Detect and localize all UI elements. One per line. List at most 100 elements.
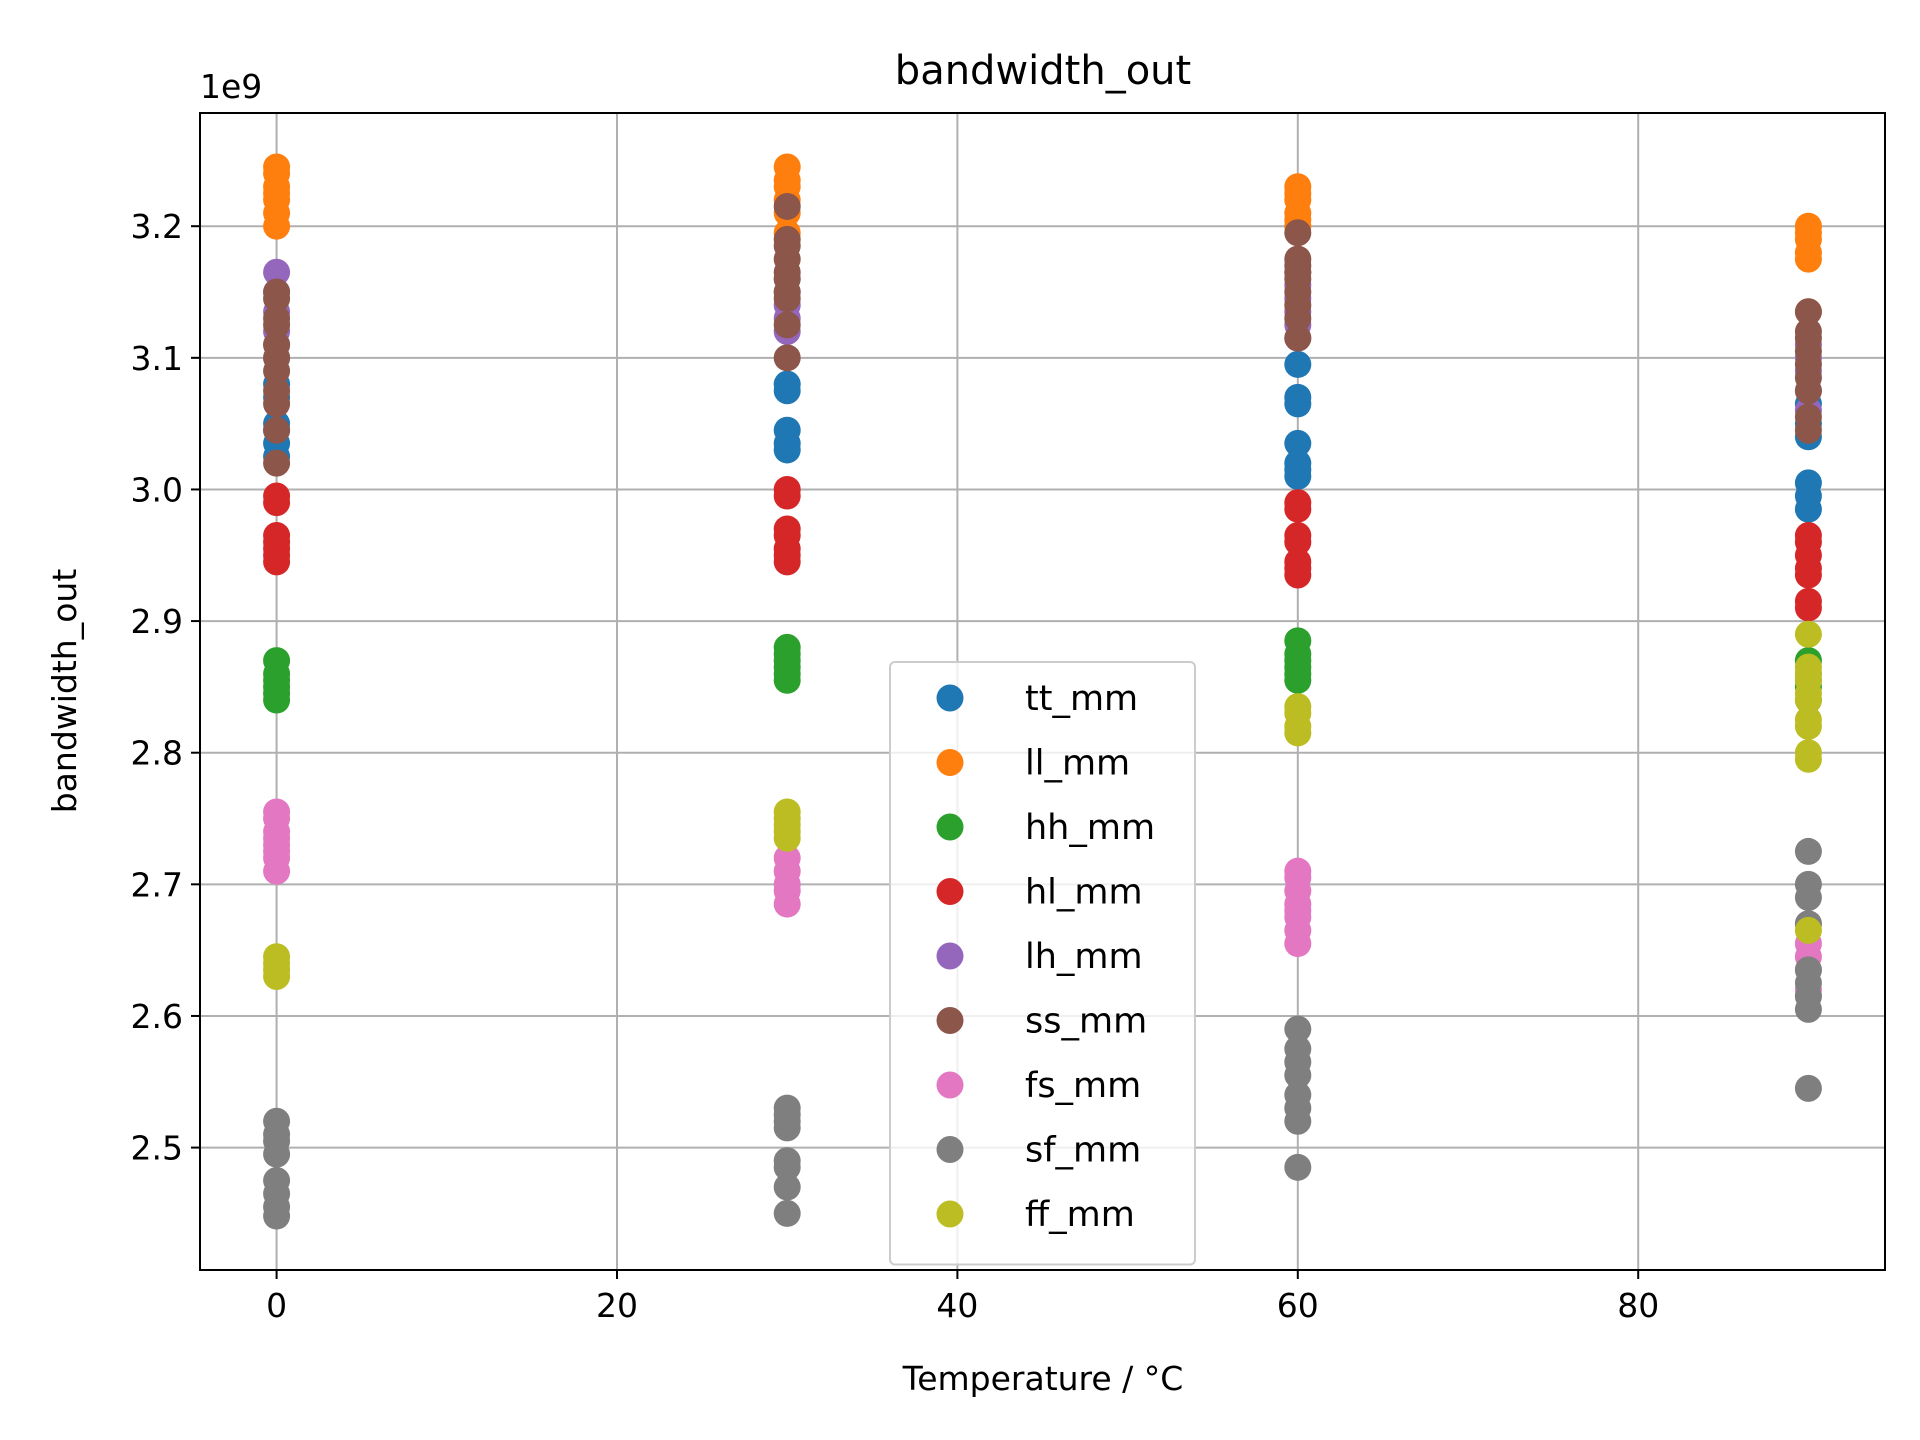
- legend-label: fs_mm: [1025, 1066, 1141, 1106]
- legend-marker: [936, 942, 964, 970]
- data-point: [1284, 350, 1312, 378]
- series-hl-mm: [263, 475, 1822, 622]
- data-point: [263, 449, 291, 477]
- data-point: [1794, 916, 1822, 944]
- legend-label: hl_mm: [1025, 873, 1143, 913]
- legend-marker: [936, 878, 964, 905]
- data-point: [1794, 620, 1822, 648]
- data-point: [1794, 837, 1822, 865]
- data-point: [773, 370, 801, 398]
- data-point: [263, 416, 291, 444]
- data-point: [263, 1166, 291, 1194]
- data-point: [1284, 1035, 1312, 1063]
- data-point: [1284, 449, 1312, 477]
- x-tick-label: 40: [936, 1286, 978, 1325]
- y-tick-label: 2.8: [131, 734, 183, 773]
- data-point: [1284, 219, 1312, 247]
- data-point: [773, 844, 801, 872]
- data-point: [773, 633, 801, 661]
- legend-label: sf_mm: [1025, 1131, 1141, 1171]
- legend-box: [889, 661, 1196, 1266]
- legend-label: tt_mm: [1025, 679, 1138, 719]
- data-point: [773, 515, 801, 543]
- data-point: [1284, 324, 1312, 352]
- series-ff-mm: [263, 620, 1822, 990]
- data-point: [1794, 956, 1822, 984]
- legend-label: ss_mm: [1025, 1002, 1147, 1042]
- y-tick-label: 2.7: [131, 865, 183, 904]
- x-tick-label: 0: [266, 1286, 287, 1325]
- data-point: [1284, 383, 1312, 411]
- y-tick-label: 2.5: [131, 1129, 183, 1168]
- data-point: [773, 1094, 801, 1122]
- legend-marker: [936, 1200, 964, 1228]
- data-point: [1794, 587, 1822, 615]
- data-point: [1794, 706, 1822, 734]
- data-point: [263, 943, 291, 971]
- legend-marker: [936, 684, 964, 712]
- legend-label: hh_mm: [1025, 808, 1155, 848]
- data-point: [1284, 1153, 1312, 1181]
- axis-ticks: 0 20 40 60 80 2.5 2.6 2.7 2.8 2.9 3.0 3.1 3.2: [131, 207, 1660, 1325]
- data-point: [1284, 489, 1312, 517]
- series-ss-mm: [263, 192, 1822, 477]
- legend-label: lh_mm: [1025, 937, 1143, 977]
- data-point: [773, 311, 801, 339]
- data-point: [263, 258, 291, 286]
- data-point: [773, 1147, 801, 1175]
- data-point: [263, 377, 291, 405]
- x-tick-label: 20: [596, 1286, 638, 1325]
- data-point: [1794, 403, 1822, 431]
- data-point: [1284, 1015, 1312, 1043]
- data-point: [773, 798, 801, 826]
- data-point: [1284, 857, 1312, 885]
- data-point: [1794, 870, 1822, 898]
- plot-frame: [199, 112, 1886, 1271]
- series-sf-mm: [263, 837, 1822, 1230]
- data-point: [1284, 627, 1312, 655]
- data-point: [263, 331, 291, 359]
- data-point: [263, 304, 291, 332]
- data-point: [263, 153, 291, 181]
- data-point: [263, 278, 291, 306]
- data-point: [773, 475, 801, 503]
- legend-marker: [936, 1136, 964, 1163]
- data-point: [1284, 693, 1312, 721]
- data-point: [1794, 1074, 1822, 1102]
- data-point: [1794, 298, 1822, 326]
- data-point: [1794, 212, 1822, 240]
- data-point: [263, 1107, 291, 1135]
- y-tick-label: 3.2: [131, 207, 183, 246]
- data-point: [773, 192, 801, 220]
- x-tick-label: 60: [1277, 1286, 1319, 1325]
- legend: tt_mm ll_mm hh_mm hl_mm lh_mm ss_mm fs_mm sf_mm…: [889, 661, 1196, 1266]
- data-point: [1794, 318, 1822, 346]
- legend-marker: [936, 1071, 964, 1099]
- data-point: [1284, 1081, 1312, 1109]
- legend-marker: [936, 813, 964, 841]
- data-point: [773, 225, 801, 253]
- data-point: [1794, 739, 1822, 767]
- data-point: [263, 647, 291, 675]
- y-tick-label: 2.9: [131, 602, 183, 641]
- data-point: [263, 798, 291, 826]
- y-tick-label: 3.0: [131, 470, 183, 509]
- data-point: [773, 153, 801, 181]
- legend-marker: [936, 749, 964, 776]
- data-point: [773, 1173, 801, 1201]
- data-points: [263, 153, 1822, 1230]
- data-point: [1794, 653, 1822, 681]
- y-tick-label: 2.6: [131, 997, 183, 1036]
- data-point: [1284, 173, 1312, 201]
- legend-marker: [936, 1007, 964, 1034]
- x-axis-label: Temperature / °C: [902, 1359, 1184, 1398]
- data-point: [1284, 245, 1312, 273]
- data-point: [263, 522, 291, 550]
- data-point: [773, 344, 801, 372]
- y-axis-label: bandwidth_out: [45, 569, 84, 814]
- data-point: [1284, 522, 1312, 550]
- data-point: [773, 416, 801, 444]
- legend-label: ll_mm: [1025, 744, 1130, 784]
- legend-label: ff_mm: [1025, 1195, 1135, 1235]
